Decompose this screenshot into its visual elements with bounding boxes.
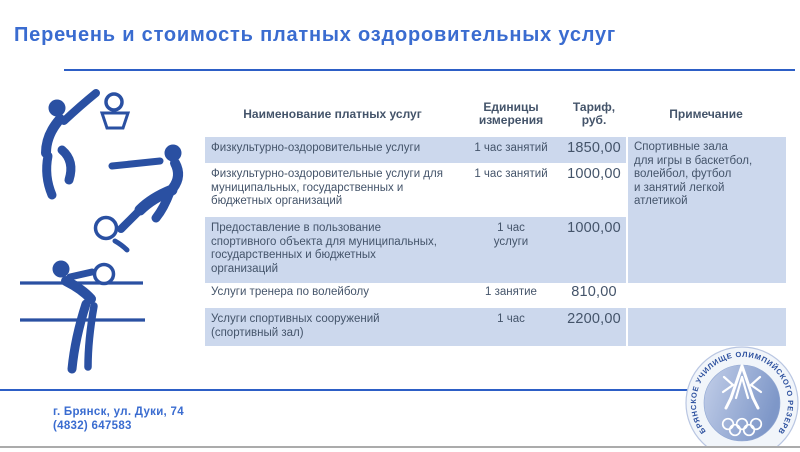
basketball-hoop-icon: [99, 92, 131, 130]
cell-tariff: 1850,00: [567, 140, 621, 156]
cell-service-name: Услуги тренера по волейболу: [211, 286, 370, 298]
cell-unit: 1 час: [497, 313, 525, 325]
slide-bottom-border: [0, 446, 800, 448]
header-unit: Единицы измерения: [478, 100, 544, 127]
table-row: Физкультурно-оздоровительные услуги для …: [205, 165, 626, 215]
cell-service-name: Предоставление в пользование спортивного…: [211, 222, 437, 275]
cell-service-name: Физкультурно-оздоровительные услуги для …: [211, 168, 443, 207]
header-tariff: Тариф, руб.: [572, 100, 616, 127]
cell-tariff: 1000,00: [567, 220, 621, 236]
contact-info: г. Брянск, ул. Дуки, 74 (4832) 647583: [53, 406, 184, 433]
address-line-2: (4832) 647583: [53, 419, 132, 432]
cell-tariff: 1000,00: [567, 166, 621, 182]
olympic-rings-icon: [721, 417, 763, 437]
volleyball-ball-icon: [92, 262, 116, 286]
cell-note-empty: [628, 308, 786, 346]
table-header-row: Наименование платных услуг Единицы измер…: [205, 97, 786, 131]
tower-emblem-icon: [721, 364, 763, 410]
cell-note-merged: Спортивные зала для игры в баскетбол, во…: [628, 137, 786, 283]
cell-tariff: 2200,00: [567, 311, 621, 327]
header-name: Наименование платных услуг: [243, 106, 422, 121]
footer-rule: [0, 389, 697, 391]
title-rule: [64, 69, 795, 71]
cell-service-name: Физкультурно-оздоровительные услуги: [211, 142, 421, 154]
cell-tariff: 810,00: [571, 284, 617, 300]
header-note: Примечание: [669, 106, 743, 121]
volleyball-player-icon: [52, 260, 98, 374]
cell-unit: 1 час занятий: [474, 168, 548, 180]
cell-unit: 1 час занятий: [474, 142, 548, 154]
school-logo: БРЯНСКОЕ УЧИЛИЩЕ ОЛИМПИЙСКОГО РЕЗЕРВА: [682, 345, 799, 446]
table-row: Услуги спортивных сооружений (спортивный…: [205, 308, 626, 346]
cell-unit: 1 занятие: [485, 286, 537, 298]
sports-pictograms: [20, 89, 183, 374]
cell-unit: 1 час услуги: [493, 222, 529, 248]
table-row: Услуги тренера по волейболу 1 занятие 81…: [205, 283, 626, 308]
basketball-player-icon: [41, 89, 100, 200]
page-title: Перечень и стоимость платных оздоровител…: [14, 24, 617, 46]
address-line-1: г. Брянск, ул. Дуки, 74: [53, 406, 184, 418]
table-row: Физкультурно-оздоровительные услуги 1 ча…: [205, 137, 626, 163]
table-row: Предоставление в пользование спортивного…: [205, 217, 626, 283]
soccer-player-icon: [108, 144, 183, 253]
soccer-ball-icon: [93, 215, 119, 241]
cell-service-name: Услуги спортивных сооружений (спортивный…: [211, 313, 380, 339]
